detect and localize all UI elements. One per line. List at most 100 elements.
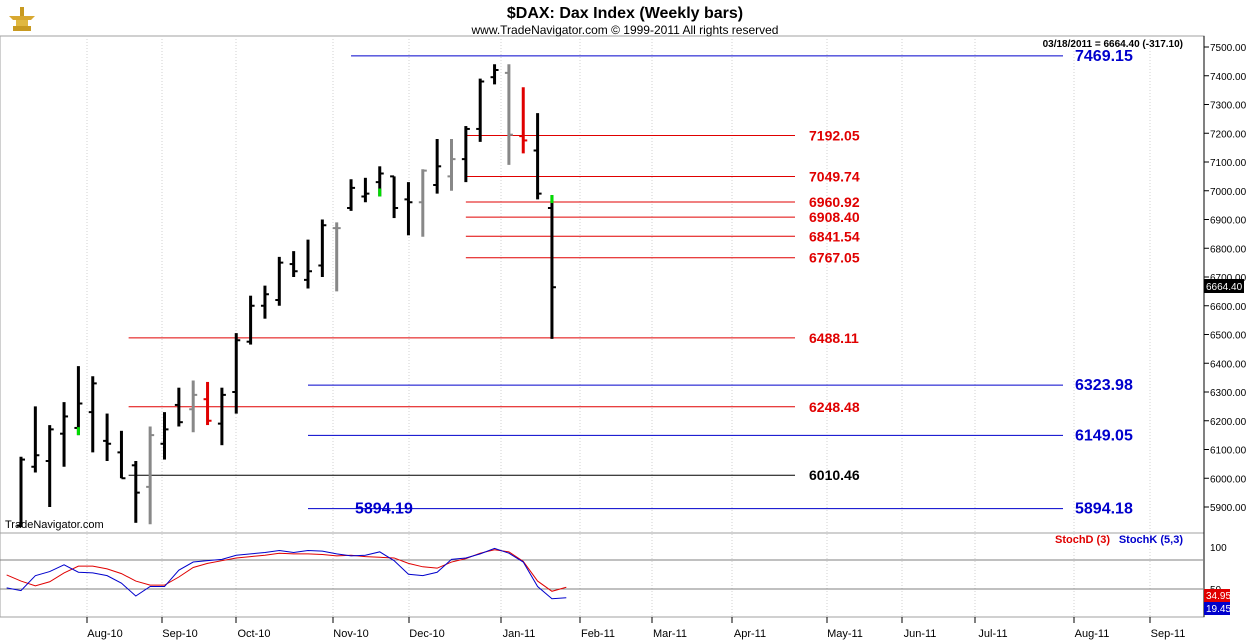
ohlc-bar — [476, 78, 485, 142]
price-tick-label: 6000.00 — [1210, 474, 1247, 485]
ohlc-bar — [418, 169, 427, 237]
date-grid — [86, 36, 1151, 623]
price-tick-label: 6500.00 — [1210, 331, 1247, 342]
date-label: Aug-11 — [1075, 628, 1110, 640]
date-label: Feb-11 — [581, 628, 615, 640]
ohlc-bar — [433, 139, 442, 194]
ohlc-bar — [404, 182, 413, 236]
ohlc-bar — [232, 333, 241, 414]
level-label: 6908.40 — [809, 209, 860, 225]
ohlc-bar — [519, 87, 528, 154]
ohlc-bar — [45, 425, 54, 507]
ohlc-bar — [461, 126, 470, 183]
level-label: 7192.05 — [809, 128, 860, 144]
oscillator-tick-label: 100 — [1210, 543, 1227, 554]
ohlc-bar — [60, 402, 69, 467]
date-label: Aug-10 — [87, 628, 122, 640]
date-label: Mar-11 — [653, 628, 687, 640]
ohlc-bar — [174, 387, 183, 427]
level-left-label: 5894.19 — [355, 501, 413, 518]
level-label: 7469.15 — [1075, 48, 1133, 65]
level-label: 6248.48 — [809, 399, 860, 415]
ohlc-bar — [361, 177, 370, 203]
ohlc-bar — [160, 412, 169, 460]
date-label: Sep-11 — [1151, 628, 1186, 640]
ohlc-bar — [289, 251, 298, 277]
price-tick-label: 6200.00 — [1210, 417, 1247, 428]
date-label: Sep-10 — [162, 628, 197, 640]
legend-stochd: StochD (3) — [1055, 534, 1110, 546]
trade-navigator-logo-icon — [9, 7, 35, 31]
ohlc-bar — [217, 387, 226, 446]
price-tick-label: 7200.00 — [1210, 129, 1247, 140]
current-price-marker — [1204, 279, 1244, 293]
price-tick-label: 7300.00 — [1210, 101, 1247, 112]
price-tick-label: 7100.00 — [1210, 158, 1247, 169]
oscillator-grid — [0, 559, 1204, 590]
ohlc-bar — [260, 285, 269, 319]
ohlc-bar — [375, 166, 384, 197]
axis-labels: Aug-10 Sep-10 Oct-10 Nov-10 Dec-10 Jan-11 Feb-… — [86, 43, 1247, 640]
date-label: Apr-11 — [734, 628, 766, 640]
ohlc-bar — [17, 456, 25, 528]
price-tick-label: 6300.00 — [1210, 388, 1247, 399]
date-label: Jun-11 — [904, 628, 937, 640]
ohlc-bar — [504, 64, 513, 165]
date-label: May-11 — [827, 628, 863, 640]
price-tick-label: 7500.00 — [1210, 43, 1247, 54]
stochastic-lines — [6, 547, 567, 600]
last-bar-info: 03/18/2011 = 6664.40 (-317.10) — [1043, 39, 1183, 50]
date-label: Dec-10 — [409, 628, 444, 640]
ohlc-bar — [189, 380, 198, 433]
date-label: Nov-10 — [333, 628, 368, 640]
level-label: 6960.92 — [809, 194, 860, 210]
level-label: 6841.54 — [809, 228, 860, 244]
price-tick-label: 6600.00 — [1210, 302, 1247, 313]
ohlc-bar — [447, 139, 456, 191]
ohlc-bar — [332, 222, 341, 292]
level-label: 6488.11 — [809, 330, 859, 346]
stochk-line — [6, 547, 567, 600]
oscillator-panel — [0, 532, 1205, 618]
ohlc-bar — [131, 461, 140, 523]
ohlc-bar — [74, 366, 83, 436]
level-label: 6323.98 — [1075, 377, 1133, 394]
ohlc-bar — [117, 430, 126, 480]
price-tick-label: 7400.00 — [1210, 72, 1247, 83]
level-label: 5894.18 — [1075, 501, 1133, 518]
copyright-text: www.TradeNavigator.com © 1999-2011 All r… — [471, 23, 779, 37]
chart-title: $DAX: Dax Index (Weekly bars) — [507, 5, 743, 22]
ohlc-bar — [547, 195, 556, 339]
ohlc-bar — [318, 219, 327, 277]
level-label: 6149.05 — [1075, 427, 1133, 444]
stochk-value: 19.45 — [1206, 604, 1231, 615]
ohlc-bar — [533, 113, 542, 200]
stochd-value: 34.95 — [1206, 591, 1231, 602]
price-bars — [17, 64, 556, 528]
ohlc-bar — [304, 239, 312, 289]
ohlc-bar — [246, 295, 255, 345]
stochk-marker — [1204, 602, 1230, 615]
watermark-text: TradeNavigator.com — [5, 519, 104, 531]
price-panel — [0, 35, 1205, 534]
date-label: Jan-11 — [503, 628, 536, 640]
ohlc-bar — [275, 256, 284, 306]
level-label: 6010.46 — [809, 467, 860, 483]
price-tick-label: 6700.00 — [1210, 273, 1247, 284]
price-tick-label: 6900.00 — [1210, 216, 1247, 227]
ohlc-bar — [203, 381, 212, 426]
ohlc-bar — [347, 179, 356, 211]
ohlc-bar — [31, 406, 40, 473]
price-tick-label: 7000.00 — [1210, 187, 1247, 198]
ohlc-bar — [146, 426, 155, 525]
level-label: 7049.74 — [809, 168, 860, 184]
ohlc-bar — [390, 175, 399, 219]
price-tick-label: 5900.00 — [1210, 503, 1247, 514]
ohlc-bar — [490, 64, 499, 85]
current-price-value: 6664.40 — [1206, 282, 1243, 293]
price-tick-label: 6100.00 — [1210, 446, 1247, 457]
level-label: 6767.05 — [809, 250, 860, 266]
legend-stochk: StochK (5,3) — [1119, 534, 1184, 546]
